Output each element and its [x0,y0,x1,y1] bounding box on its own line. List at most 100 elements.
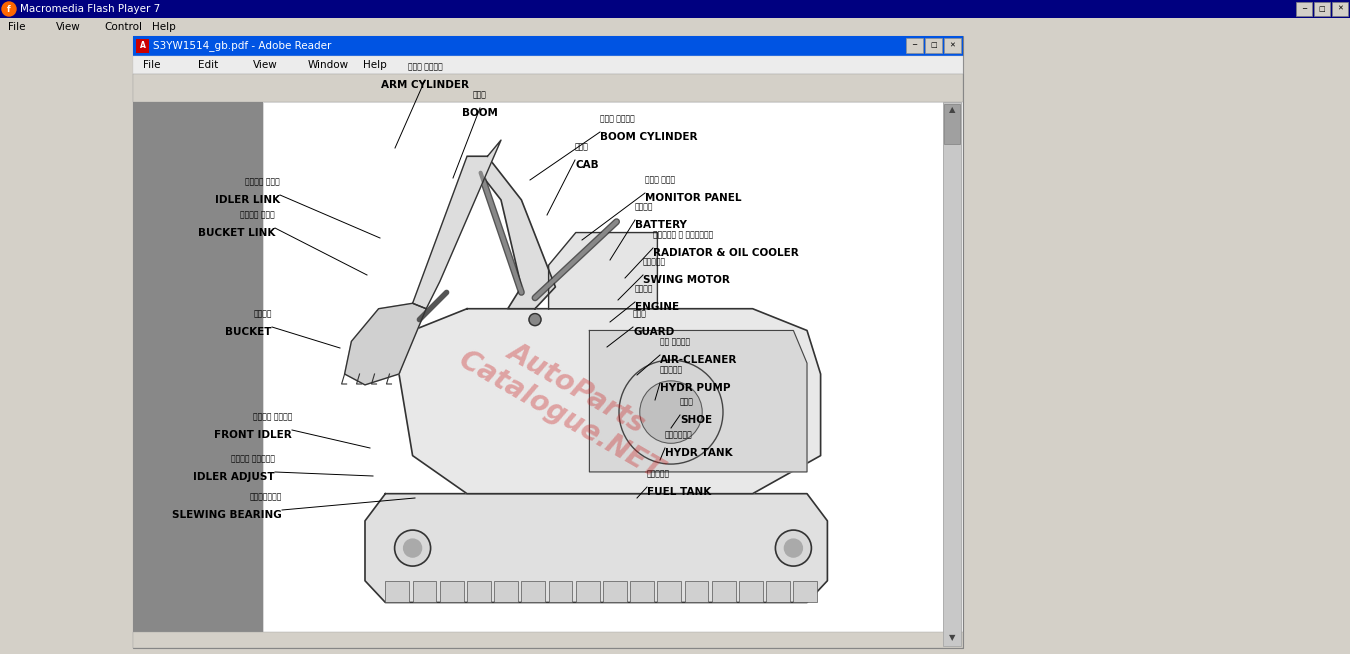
Text: Edit: Edit [198,60,219,70]
Bar [440,581,463,602]
Text: ✕: ✕ [1336,6,1343,12]
Text: バケット: バケット [254,309,271,318]
Text: RADIATOR & OIL COOLER: RADIATOR & OIL COOLER [653,248,799,258]
Text: MONITOR PANEL: MONITOR PANEL [645,193,741,203]
Text: Help: Help [363,60,386,70]
Text: Window: Window [308,60,350,70]
Bar [134,56,963,74]
Circle shape [620,360,724,464]
Text: 油圧ポンプ: 油圧ポンプ [660,365,683,374]
Bar [494,581,518,602]
Bar [0,0,1350,18]
Bar [134,36,963,648]
Text: BUCKET LINK: BUCKET LINK [197,228,275,238]
Bar [657,581,682,602]
Circle shape [1,2,16,16]
Bar [767,581,790,602]
Polygon shape [590,330,807,472]
Bar [738,581,763,602]
Circle shape [529,314,541,326]
Text: バケット リンク: バケット リンク [240,210,275,219]
Text: アーム シリンダ: アーム シリンダ [408,62,443,71]
Bar [925,38,942,53]
Text: ブーム シリンダ: ブーム シリンダ [599,114,634,123]
Text: IDLER LINK: IDLER LINK [215,195,279,205]
Text: エンジン: エンジン [634,284,653,293]
Bar [944,38,961,53]
Bar [906,38,923,53]
Text: アイドラ リンク: アイドラ リンク [246,177,279,186]
Bar [134,74,963,102]
Text: HYDR PUMP: HYDR PUMP [660,383,730,393]
Text: File: File [8,22,26,32]
Bar [1332,2,1349,16]
Text: ARM CYLINDER: ARM CYLINDER [381,80,468,90]
Bar [385,581,409,602]
Bar [134,36,963,56]
Bar [1314,2,1330,16]
Text: フロント アイドラ: フロント アイドラ [252,412,292,421]
Text: ガード: ガード [633,309,647,318]
Text: シュー: シュー [680,397,694,406]
Polygon shape [364,494,828,602]
Text: 燃料タンク: 燃料タンク [647,469,670,478]
Text: 作動油タンク: 作動油タンク [666,430,693,439]
Text: ブーム: ブーム [472,90,487,99]
Text: AutoParts
Catalogue.NET: AutoParts Catalogue.NET [455,318,683,485]
Text: CAB: CAB [575,160,598,170]
Bar [0,18,1350,36]
Text: SWING MOTOR: SWING MOTOR [643,275,730,285]
Text: □: □ [930,43,937,48]
Text: モニタ パネル: モニタ パネル [645,175,675,184]
Bar [134,102,263,646]
Text: FRONT IDLER: FRONT IDLER [215,430,292,440]
Text: キャブ: キャブ [575,142,589,151]
Circle shape [404,539,421,557]
Bar [521,581,545,602]
Bar [548,581,572,602]
Polygon shape [344,303,427,385]
Text: A: A [139,41,146,50]
Text: □: □ [1319,6,1326,12]
Text: ─: ─ [1301,6,1305,12]
Text: AIR-CLEANER: AIR-CLEANER [660,355,737,365]
Bar [136,39,148,53]
Text: View: View [55,22,81,32]
Bar [576,581,599,602]
Text: SHOE: SHOE [680,415,713,425]
Circle shape [784,539,802,557]
Text: ─: ─ [913,43,917,48]
Text: ▼: ▼ [949,634,956,642]
Polygon shape [413,140,501,309]
Text: GUARD: GUARD [633,327,674,337]
Text: Help: Help [153,22,176,32]
Text: ENGINE: ENGINE [634,302,679,312]
Text: BOOM CYLINDER: BOOM CYLINDER [599,132,698,142]
Text: HYDR TANK: HYDR TANK [666,448,733,458]
Bar [603,581,626,602]
Text: BOOM: BOOM [462,108,498,118]
Text: エア クリーナ: エア クリーナ [660,337,690,346]
Text: FUEL TANK: FUEL TANK [647,487,711,497]
Bar [711,581,736,602]
Bar [413,581,436,602]
Text: 旋回ヘアリング: 旋回ヘアリング [250,492,282,501]
Circle shape [394,530,431,566]
Polygon shape [400,309,821,494]
Circle shape [640,381,702,443]
Bar [944,102,961,646]
Bar [794,581,817,602]
Bar [684,581,709,602]
Text: SLEWING BEARING: SLEWING BEARING [173,510,282,520]
Bar [1296,2,1312,16]
Circle shape [775,530,811,566]
Text: Macromedia Flash Player 7: Macromedia Flash Player 7 [20,4,161,14]
Text: 旋回モータ: 旋回モータ [643,257,666,266]
Bar [467,581,491,602]
Bar [944,104,960,144]
Text: Control: Control [104,22,142,32]
Bar [263,102,944,646]
Text: ✕: ✕ [949,43,956,48]
Polygon shape [548,233,657,309]
Text: View: View [252,60,278,70]
